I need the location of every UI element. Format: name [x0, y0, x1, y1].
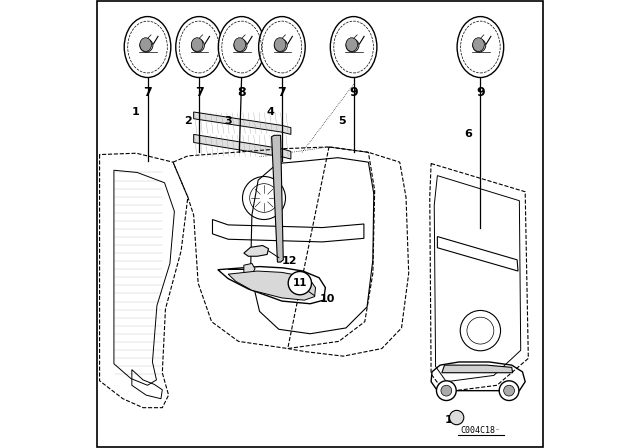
Circle shape: [449, 410, 464, 425]
Circle shape: [504, 385, 515, 396]
Circle shape: [274, 39, 287, 52]
Polygon shape: [244, 263, 255, 274]
Text: 7: 7: [143, 86, 152, 99]
Polygon shape: [228, 271, 316, 300]
Ellipse shape: [234, 38, 246, 52]
Circle shape: [346, 39, 359, 52]
Circle shape: [191, 39, 204, 52]
Text: 7: 7: [278, 86, 286, 99]
Circle shape: [288, 271, 312, 295]
Text: 12: 12: [282, 256, 298, 266]
Text: 9: 9: [349, 86, 358, 99]
Ellipse shape: [259, 17, 305, 78]
Circle shape: [499, 381, 519, 401]
Ellipse shape: [346, 38, 358, 52]
Text: 2: 2: [184, 116, 191, 126]
Polygon shape: [442, 365, 513, 373]
Polygon shape: [244, 246, 269, 256]
Circle shape: [436, 381, 456, 401]
Ellipse shape: [176, 17, 222, 78]
Polygon shape: [194, 112, 291, 134]
Text: 7: 7: [195, 86, 204, 99]
Circle shape: [441, 385, 452, 396]
Ellipse shape: [457, 17, 504, 78]
Ellipse shape: [218, 17, 265, 78]
Ellipse shape: [191, 38, 203, 52]
Text: 9: 9: [476, 86, 484, 99]
Circle shape: [140, 39, 153, 52]
Text: 11: 11: [445, 415, 460, 425]
Ellipse shape: [274, 38, 286, 52]
Ellipse shape: [473, 38, 484, 52]
Text: C004C18⁻: C004C18⁻: [460, 426, 500, 435]
Ellipse shape: [140, 38, 152, 52]
Text: 11: 11: [292, 278, 307, 288]
Text: 10: 10: [320, 294, 335, 304]
Circle shape: [473, 39, 486, 52]
Text: 5: 5: [339, 116, 346, 126]
Text: 1: 1: [132, 107, 140, 117]
Text: 3: 3: [224, 116, 232, 126]
Polygon shape: [271, 135, 284, 262]
Text: 8: 8: [237, 86, 246, 99]
Polygon shape: [194, 134, 291, 159]
Text: 4: 4: [266, 107, 275, 117]
Ellipse shape: [330, 17, 377, 78]
Text: 6: 6: [465, 129, 472, 139]
Ellipse shape: [124, 17, 171, 78]
Circle shape: [234, 39, 247, 52]
